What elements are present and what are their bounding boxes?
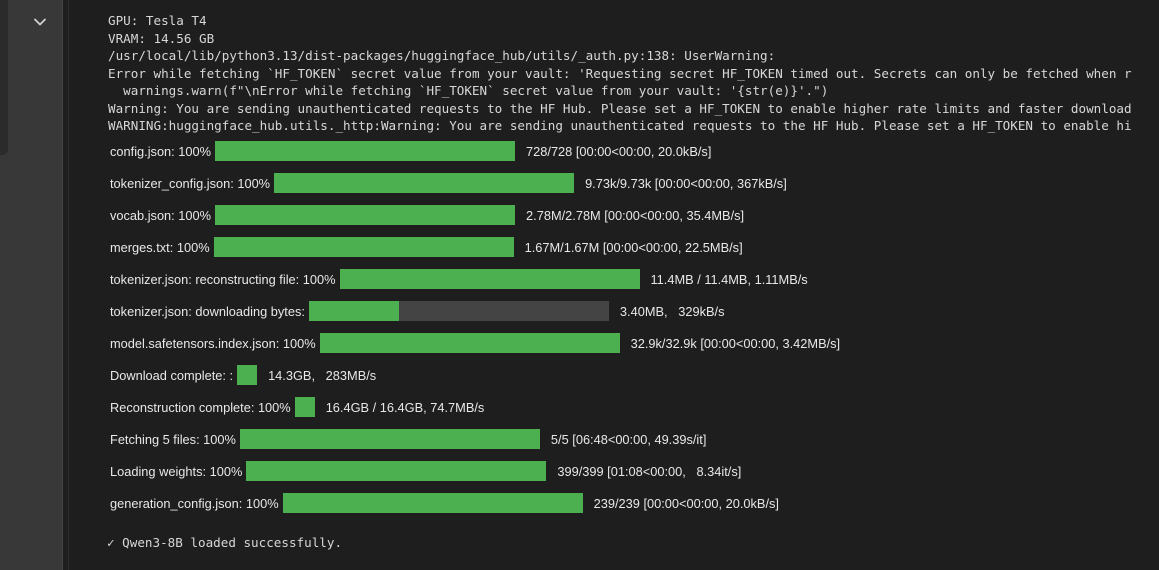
progress-fill xyxy=(237,365,258,385)
progress-bar xyxy=(246,461,547,481)
progress-row: Reconstruction complete: 100% 16.4GB / 16… xyxy=(110,391,840,423)
progress-stats: 16.4GB / 16.4GB, 74.7MB/s xyxy=(325,399,485,415)
progress-bar xyxy=(239,429,540,449)
progress-fill xyxy=(339,269,640,289)
progress-row: model.safetensors.index.json: 100% 32.9k/… xyxy=(110,327,840,359)
progress-label: model.safetensors.index.json: 100% xyxy=(110,335,316,351)
progress-bar xyxy=(282,493,583,513)
progress-label: Reconstruction complete: 100% xyxy=(110,399,291,415)
progress-fill xyxy=(215,141,516,161)
log-line: warnings.warn(f"\nError while fetching `… xyxy=(108,83,829,98)
progress-label: tokenizer.json: reconstructing file: 100… xyxy=(110,271,336,287)
progress-label: Fetching 5 files: 100% xyxy=(110,431,236,447)
progress-fill xyxy=(274,173,575,193)
progress-bar xyxy=(319,333,620,353)
log-line: VRAM: 14.56 GB xyxy=(108,30,215,46)
progress-bar xyxy=(213,237,514,257)
progress-fill xyxy=(294,397,315,417)
progress-bar xyxy=(274,173,575,193)
stdout-log: GPU: Tesla T4 VRAM: 14.56 GB/usr/local/li… xyxy=(108,12,1132,135)
cell-gutter xyxy=(0,0,62,570)
progress-row: tokenizer.json: reconstructing file: 100… xyxy=(110,263,840,295)
progress-row: tokenizer.json: downloading bytes: 3.40MB… xyxy=(110,295,840,327)
progress-bar xyxy=(215,141,516,161)
progress-row: vocab.json: 100% 2.78M/2.78M [00:00<00:00… xyxy=(110,199,840,231)
progress-label: Loading weights: 100% xyxy=(110,463,243,479)
progress-bar xyxy=(237,365,258,385)
gutter-panel xyxy=(0,0,8,155)
log-line: GPU: Tesla T4 xyxy=(108,13,207,28)
progress-fill xyxy=(239,429,540,449)
log-line: Warning: You are sending unauthenticated… xyxy=(108,100,1132,116)
progress-stats: 14.3GB, 283MB/s xyxy=(268,367,377,383)
log-line: /usr/local/lib/python3.13/dist-packages/… xyxy=(108,48,776,63)
progress-fill xyxy=(282,493,583,513)
progress-label: tokenizer_config.json: 100% xyxy=(110,175,271,191)
progress-stats: 239/239 [00:00<00:00, 20.0kB/s] xyxy=(593,495,779,511)
progress-fill xyxy=(213,237,514,257)
success-message: ✓ Qwen3-8B loaded successfully. xyxy=(107,535,343,550)
progress-stats: 5/5 [06:48<00:00, 49.39s/it] xyxy=(550,431,707,447)
progress-bar xyxy=(294,397,315,417)
progress-label: merges.txt: 100% xyxy=(110,239,210,255)
progress-label: generation_config.json: 100% xyxy=(110,495,279,511)
progress-stats: 399/399 [01:08<00:00, 8.34it/s] xyxy=(557,463,742,479)
progress-stats: 32.9k/32.9k [00:00<00:00, 3.42MB/s] xyxy=(630,335,841,351)
progress-stats: 11.4MB / 11.4MB, 1.11MB/s xyxy=(650,271,808,287)
progress-bar xyxy=(339,269,640,289)
progress-fill xyxy=(308,301,399,321)
progress-stats: 728/728 [00:00<00:00, 20.0kB/s] xyxy=(526,143,712,159)
progress-row: Loading weights: 100% 399/399 [01:08<00:0… xyxy=(110,455,840,487)
progress-bar xyxy=(215,205,516,225)
progress-label: Download complete: : xyxy=(110,367,234,383)
progress-bars: config.json: 100% 728/728 [00:00<00:00, 2… xyxy=(110,135,840,519)
progress-stats: 1.67M/1.67M [00:00<00:00, 22.5MB/s] xyxy=(524,239,743,255)
cell-output: GPU: Tesla T4 VRAM: 14.56 GB/usr/local/li… xyxy=(62,0,1159,570)
progress-stats: 3.40MB, 329kB/s xyxy=(619,303,725,319)
log-line: Error while fetching `HF_TOKEN` secret v… xyxy=(108,65,1132,81)
progress-fill xyxy=(319,333,620,353)
log-line: WARNING:huggingface_hub.utils._http:Warn… xyxy=(108,118,1132,133)
collapse-output-button[interactable] xyxy=(26,10,54,34)
progress-row: merges.txt: 100% 1.67M/1.67M [00:00<00:00… xyxy=(110,231,840,263)
progress-fill xyxy=(246,461,547,481)
progress-label: tokenizer.json: downloading bytes: xyxy=(110,303,305,319)
progress-label: vocab.json: 100% xyxy=(110,207,212,223)
progress-row: tokenizer_config.json: 100% 9.73k/9.73k [… xyxy=(110,167,840,199)
progress-row: generation_config.json: 100% 239/239 [00:… xyxy=(110,487,840,519)
chevron-down-icon xyxy=(34,18,46,26)
progress-row: Fetching 5 files: 100% 5/5 [06:48<00:00, … xyxy=(110,423,840,455)
progress-bar xyxy=(308,301,609,321)
progress-label: config.json: 100% xyxy=(110,143,212,159)
progress-stats: 9.73k/9.73k [00:00<00:00, 367kB/s] xyxy=(585,175,787,191)
progress-fill xyxy=(215,205,516,225)
progress-row: config.json: 100% 728/728 [00:00<00:00, 2… xyxy=(110,135,840,167)
progress-stats: 2.78M/2.78M [00:00<00:00, 35.4MB/s] xyxy=(526,207,745,223)
progress-row: Download complete: : 14.3GB, 283MB/s xyxy=(110,359,840,391)
